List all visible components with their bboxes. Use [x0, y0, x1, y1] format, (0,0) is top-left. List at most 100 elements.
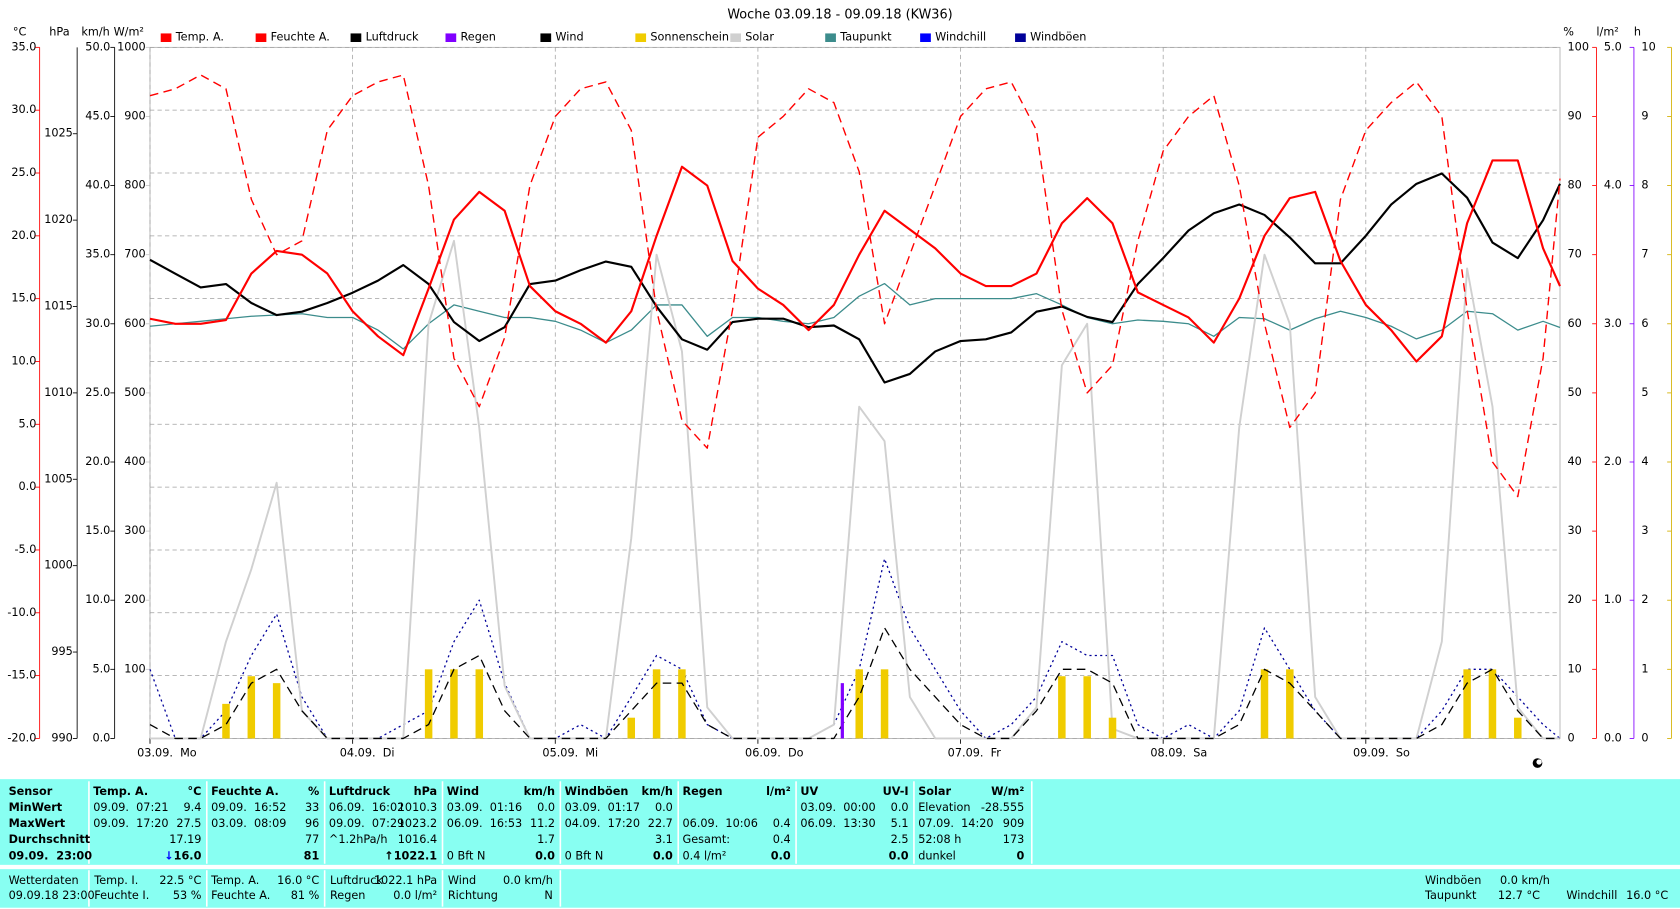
y-tick-label: 900	[124, 109, 145, 122]
axis-unit: W/m²	[114, 25, 144, 38]
cell-label: 03.09. 00:00	[800, 801, 875, 814]
status-value: 0.0 km/h	[1500, 874, 1550, 887]
y-tick-label: -10.0	[7, 606, 36, 619]
status-label: Richtung	[448, 889, 498, 902]
bar	[424, 669, 433, 739]
value-text: 16.0	[174, 849, 202, 862]
status-label: Temp. A.	[210, 874, 259, 887]
bar	[1488, 669, 1497, 739]
legend-label: Sonnenschein	[650, 31, 729, 44]
y-tick-label: 1000	[44, 559, 73, 572]
value-text: 1023.2	[398, 817, 437, 830]
x-tick-label: 07.09. Fr	[948, 746, 1002, 759]
cell-value: 1023.2	[398, 817, 437, 830]
y-tick-label: 30.0	[85, 317, 110, 330]
value-text: 0.0	[889, 849, 909, 862]
cell-label: 09.09. 07:21	[93, 801, 168, 814]
cell-value: ↓16.0	[164, 849, 201, 862]
legend-label: Taupunkt	[839, 31, 892, 44]
status-label: Feuchte I.	[94, 889, 149, 902]
bar	[1260, 669, 1269, 739]
axis-unit: %	[1563, 25, 1574, 38]
y-tick-label: 30	[1568, 524, 1582, 537]
cell-label: 0 Bft N	[565, 849, 604, 862]
value-text: -28.555	[981, 801, 1024, 814]
y-tick-label: 100	[1568, 40, 1589, 53]
y-tick-label: 200	[124, 593, 145, 606]
row-label: Durchschnitt	[9, 833, 91, 846]
table-header: Sensor	[9, 785, 53, 798]
value-text: 5.1	[891, 817, 909, 830]
row-label: MaxWert	[9, 817, 66, 830]
x-tick-label: 06.09. Do	[745, 746, 804, 759]
status-value: 16.0 °C	[277, 874, 319, 887]
status-value: 0.0 l/m²	[393, 889, 437, 902]
cell-value: 1010.3	[398, 801, 437, 814]
value-text: 3.1	[655, 833, 673, 846]
cell-label: Elevation	[918, 801, 970, 814]
y-tick-label: 45.0	[85, 109, 110, 122]
value-text: 0.0	[537, 801, 555, 814]
cell-value: 33	[305, 801, 319, 814]
value-text: 1022.1	[394, 849, 438, 862]
legend-label: Windchill	[935, 31, 986, 44]
y-tick-label: 7	[1641, 248, 1648, 261]
cell-value: 1016.4	[398, 833, 437, 846]
bar	[652, 669, 661, 739]
y-tick-label: 0.0	[92, 731, 110, 744]
y-tick-label: 4.0	[1604, 179, 1622, 192]
column-title: Luftdruck	[329, 785, 391, 798]
cell-value: 0.4	[773, 817, 791, 830]
y-tick-label: 1.0	[1604, 593, 1622, 606]
legend-label: Regen	[461, 31, 496, 44]
y-tick-label: 600	[124, 317, 145, 330]
series-line	[149, 558, 1561, 740]
y-tick-label: 70	[1568, 248, 1582, 261]
cell-value: 0.0	[889, 849, 909, 862]
value-text: 77	[305, 833, 319, 846]
x-tick-label: 08.09. Sa	[1150, 746, 1207, 759]
legend-swatch	[350, 33, 362, 42]
y-tick-label: -15.0	[7, 669, 36, 682]
cell-label: 07.09. 14:20	[918, 817, 993, 830]
y-tick-label: 15.0	[85, 524, 110, 537]
cell-label: 0.4 l/m²	[683, 849, 727, 862]
cell-value: 27.5	[176, 817, 201, 830]
cell-label: 06.09. 10:06	[683, 817, 758, 830]
bar	[475, 669, 484, 739]
value-text: 9.4	[184, 801, 202, 814]
cell-label: dunkel	[918, 849, 956, 862]
y-tick-label: 10	[1641, 40, 1655, 53]
y-tick-label: 60	[1568, 317, 1582, 330]
bar	[247, 676, 256, 739]
y-tick-label: 1	[1641, 662, 1648, 675]
status-value: 22.5 °C	[159, 874, 201, 887]
status-label: Regen	[330, 889, 365, 902]
status-label: Wind	[448, 874, 476, 887]
cell-value: 0	[1016, 849, 1024, 862]
cell-label: 06.09. 16:53	[447, 817, 522, 830]
y-tick-label: 20	[1568, 593, 1582, 606]
x-tick-label: 05.09. Mi	[542, 746, 598, 759]
summary-panel	[0, 779, 1680, 865]
status-label: Temp. I.	[93, 874, 138, 887]
cell-value: 2.5	[891, 833, 909, 846]
x-tick-label: 03.09. Mo	[137, 746, 197, 759]
cell-label: 06.09. 13:30	[800, 817, 875, 830]
axis-unit: °C	[13, 25, 27, 38]
row-label: 09.09. 23:00	[9, 849, 93, 862]
cell-label: 03.09. 08:09	[211, 817, 286, 830]
cell-label: 0 Bft N	[447, 849, 486, 862]
status-value: 0.0 km/h	[503, 874, 553, 887]
y-tick-label: 25.0	[85, 386, 110, 399]
legend-label: Luftdruck	[366, 31, 419, 44]
cell-value: 0.0	[771, 849, 791, 862]
cell-value: 0.0	[535, 849, 555, 862]
bar	[1058, 676, 1066, 739]
y-tick-label: 800	[124, 179, 145, 192]
legend-label: Windböen	[1030, 31, 1086, 44]
y-tick-label: -20.0	[7, 731, 36, 744]
cell-label: 09.09. 07:29	[329, 817, 404, 830]
y-tick-label: 1005	[44, 472, 73, 485]
